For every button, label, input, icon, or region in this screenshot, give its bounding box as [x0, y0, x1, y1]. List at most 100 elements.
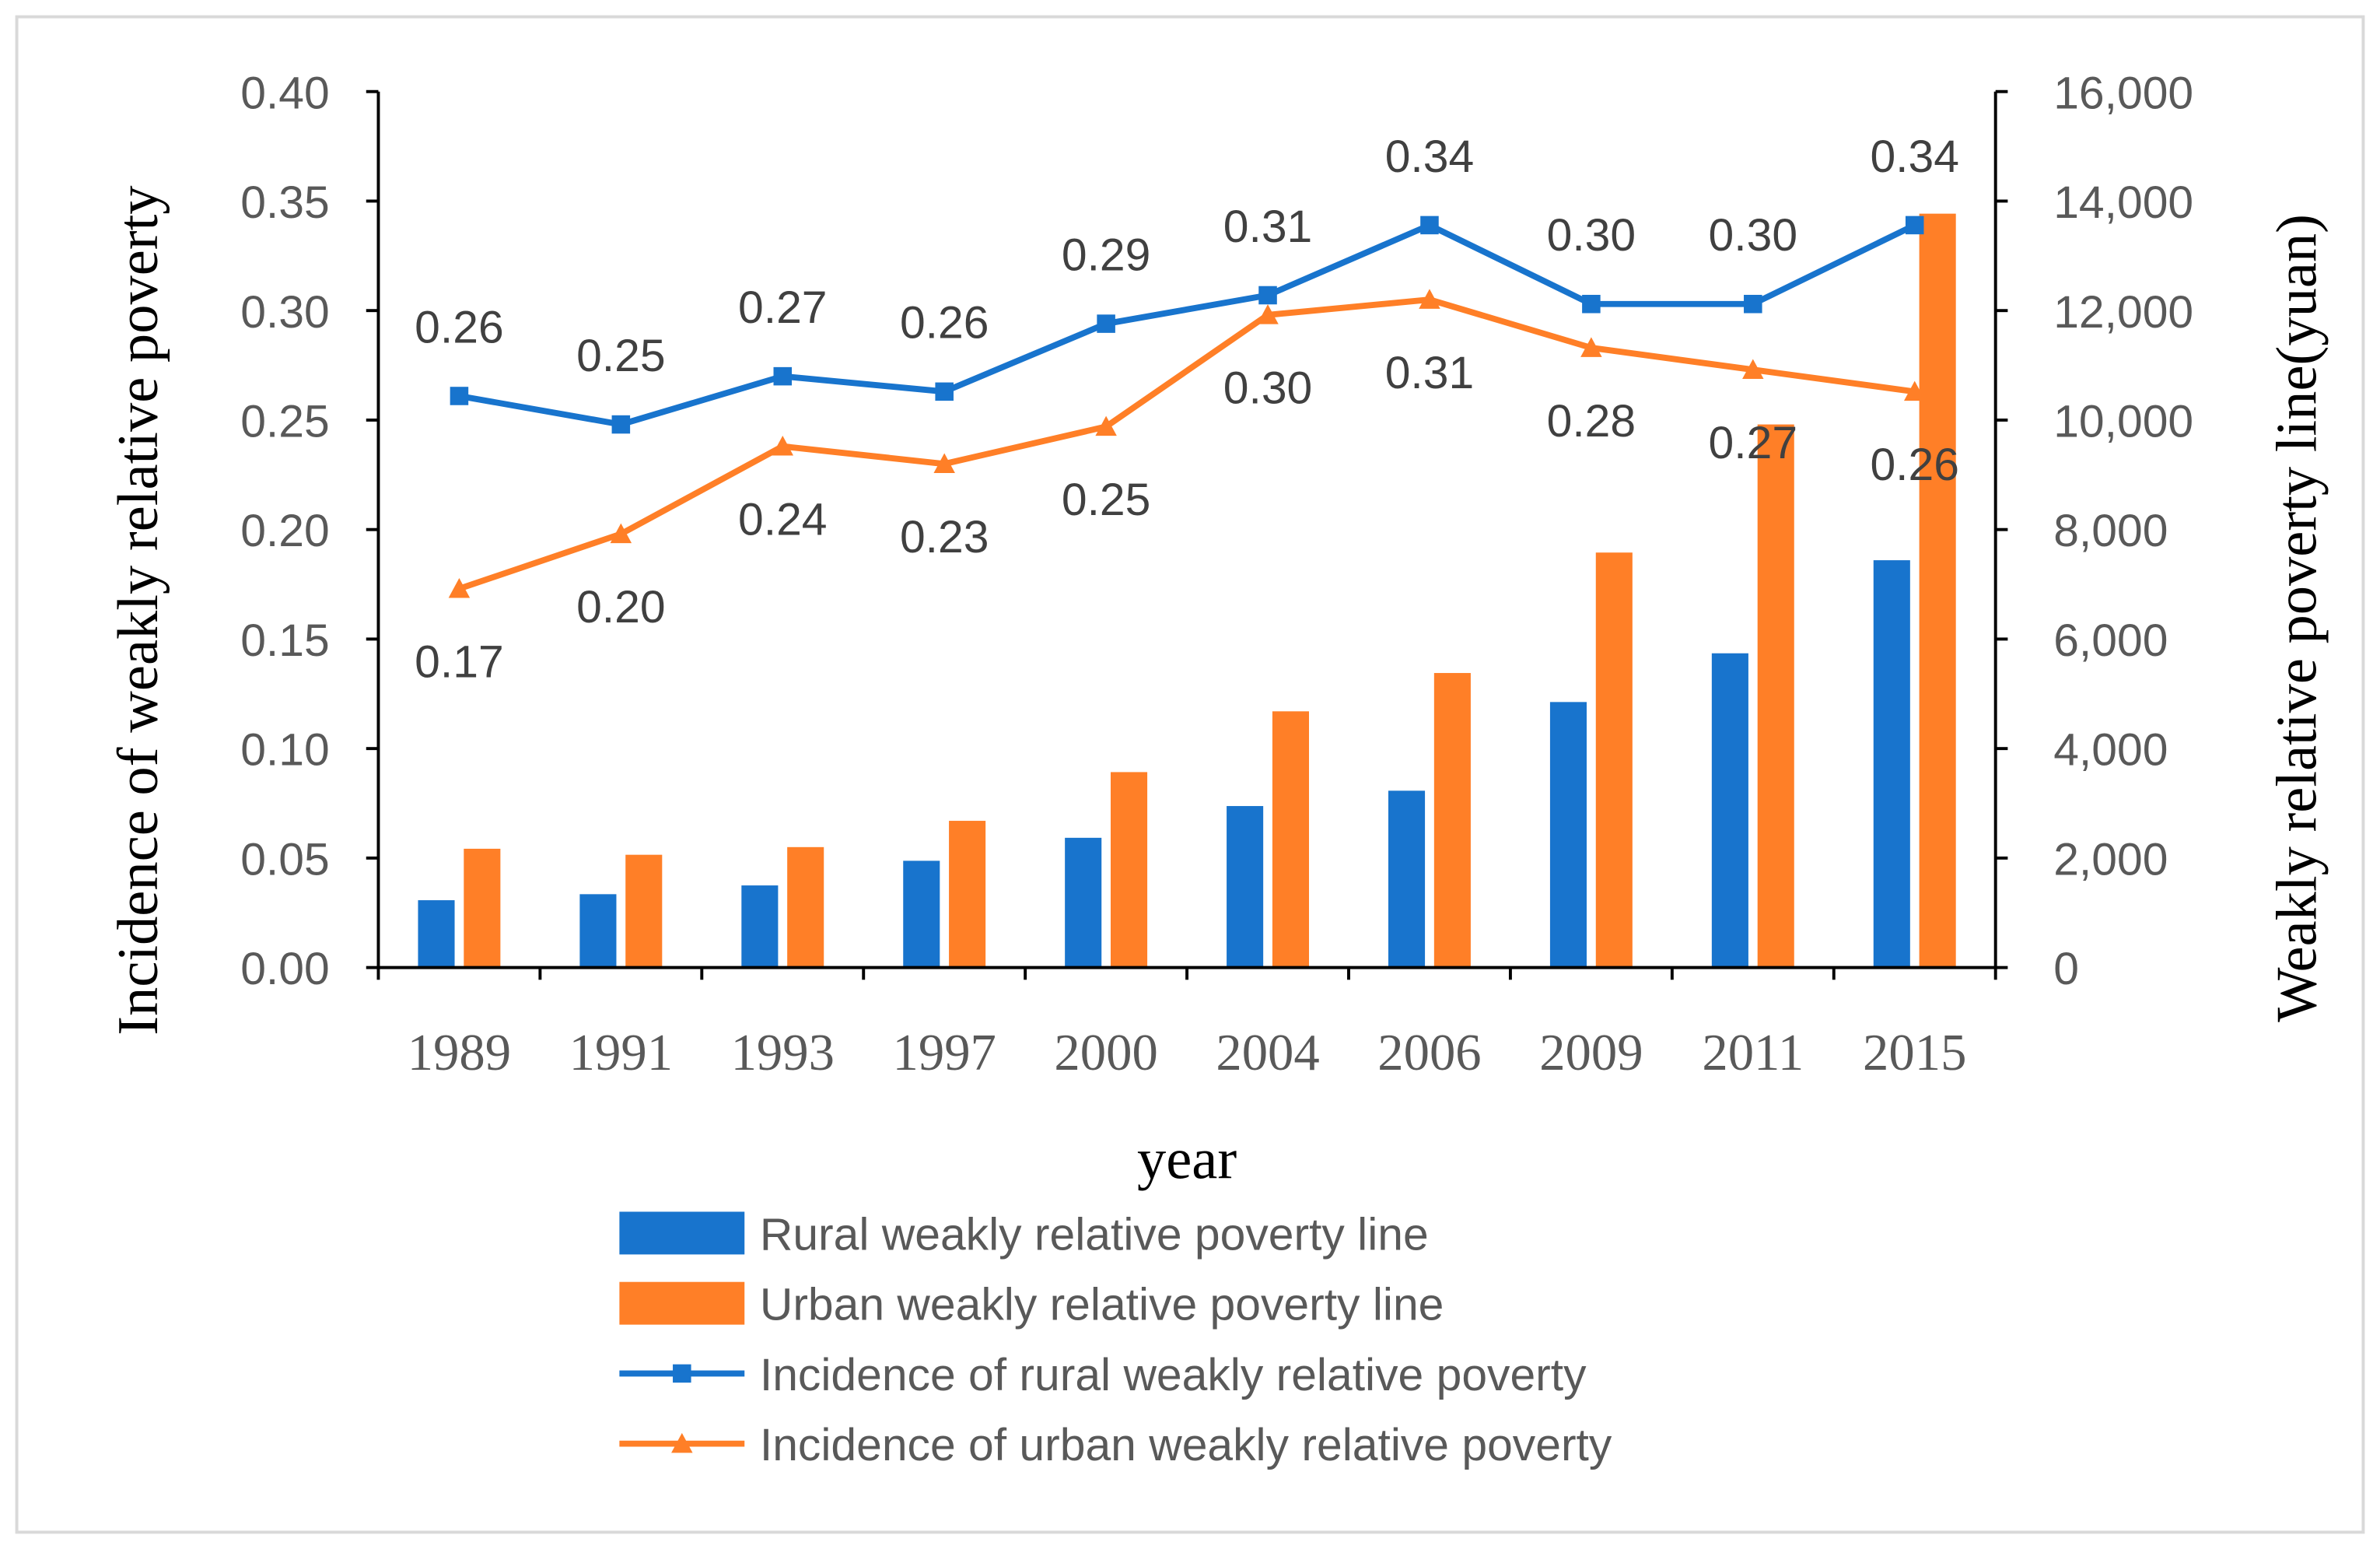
legend-swatch-bar	[619, 1211, 745, 1255]
legend-label: Incidence of urban weakly relative pover…	[760, 1420, 1612, 1470]
urban-incidence-point	[933, 453, 955, 473]
rural-bar	[1388, 790, 1426, 968]
left-tick-label: 0.15	[240, 615, 330, 666]
right-tick-label: 14,000	[2053, 177, 2193, 228]
right-tick-label: 0	[2053, 944, 2079, 994]
rural-data-label: 0.29	[1062, 230, 1151, 280]
rural-incidence-point	[773, 366, 793, 386]
urban-incidence-point	[1904, 380, 1926, 401]
rural-incidence-point	[1258, 286, 1277, 305]
urban-bar	[1919, 213, 1956, 968]
urban-data-label: 0.23	[900, 512, 989, 562]
rural-data-label: 0.30	[1547, 210, 1636, 261]
x-tick-label: 2009	[1539, 1025, 1643, 1081]
rural-bar	[579, 894, 617, 968]
urban-data-label: 0.27	[1709, 418, 1798, 468]
urban-bar	[1111, 772, 1148, 968]
rural-data-label: 0.26	[900, 298, 989, 349]
left-tick-label: 0.10	[240, 725, 330, 776]
urban-bar	[1595, 552, 1633, 968]
legend: Rural weakly relative poverty line Urban …	[619, 1210, 1612, 1470]
urban-data-label: 0.28	[1547, 396, 1636, 447]
rural-bar	[741, 885, 779, 968]
chart-border	[15, 15, 2365, 1534]
rural-incidence-point	[1744, 294, 1762, 314]
rural-bar	[418, 900, 455, 968]
legend-label: Incidence of rural weakly relative pover…	[760, 1350, 1587, 1400]
urban-data-label: 0.31	[1385, 348, 1475, 398]
left-axis-title: Incidence of weakly relative poverty	[107, 185, 170, 1035]
x-tick-label: 2015	[1863, 1025, 1966, 1081]
right-tick-label: 6,000	[2053, 615, 2168, 666]
rural-data-label: 0.34	[1385, 131, 1475, 182]
rural-data-label: 0.26	[415, 302, 504, 352]
right-tick-label: 8,000	[2053, 506, 2168, 556]
x-tick-label: 2004	[1216, 1025, 1319, 1081]
x-tick-label: 2000	[1054, 1025, 1157, 1081]
rural-data-label: 0.31	[1223, 202, 1313, 252]
left-tick-label: 0.35	[240, 177, 330, 228]
left-tick-label: 0.25	[240, 397, 330, 447]
legend-triangle-marker	[671, 1432, 693, 1453]
urban-bar	[1272, 711, 1309, 968]
rural-bar	[1549, 702, 1587, 968]
urban-incidence-point	[1580, 337, 1602, 357]
rural-incidence-point	[1905, 216, 1924, 235]
x-tick-label: 2006	[1377, 1025, 1481, 1081]
urban-incidence-point	[448, 577, 471, 598]
rural-incidence-point	[1097, 314, 1115, 333]
left-tick-label: 0.05	[240, 834, 330, 885]
rural-data-label: 0.25	[576, 331, 666, 381]
rural-bar	[1873, 560, 1910, 968]
rural-bar	[903, 860, 940, 968]
rural-incidence-line	[458, 222, 1916, 428]
urban-data-label: 0.26	[1870, 440, 1959, 490]
right-axis-title: Weakly relative poverty line(yuan)	[2266, 214, 2329, 1022]
urban-data-label: 0.17	[415, 636, 504, 687]
rural-incidence-point	[1582, 294, 1601, 314]
right-tick-label: 16,000	[2053, 68, 2193, 118]
urban-bar	[787, 846, 824, 968]
urban-incidence-point	[1257, 304, 1279, 324]
left-tick-label: 0.20	[240, 506, 330, 556]
urban-data-label: 0.25	[1062, 475, 1151, 525]
rural-incidence-point	[1420, 216, 1439, 235]
right-tick-label: 12,000	[2053, 287, 2193, 338]
rural-incidence-point	[611, 415, 631, 434]
urban-data-label: 0.30	[1223, 363, 1313, 414]
right-tick-label: 2,000	[2053, 834, 2168, 885]
legend-square-marker	[673, 1364, 691, 1383]
x-tick-label: 1997	[893, 1025, 996, 1081]
urban-bar	[949, 821, 986, 968]
urban-bar	[1757, 424, 1794, 968]
x-axis-title: year	[1137, 1127, 1237, 1191]
left-tick-label: 0.00	[240, 944, 330, 994]
x-tick-label: 1991	[569, 1025, 673, 1081]
legend-label: Urban weakly relative poverty line	[760, 1280, 1444, 1330]
left-tick-label: 0.30	[240, 287, 330, 338]
right-tick-label: 4,000	[2053, 725, 2168, 776]
urban-bar	[625, 854, 663, 968]
rural-data-label: 0.27	[738, 282, 828, 333]
urban-incidence-point	[1742, 359, 1764, 379]
legend-swatch-bar	[619, 1281, 745, 1325]
urban-incidence-point	[610, 523, 632, 544]
urban-bar	[1433, 673, 1471, 968]
x-tick-label: 2011	[1702, 1025, 1804, 1081]
x-tick-label: 1989	[408, 1025, 511, 1081]
urban-incidence-point	[1095, 415, 1117, 436]
urban-bar	[464, 848, 501, 968]
urban-data-label: 0.24	[738, 494, 828, 545]
rural-incidence-point	[450, 387, 469, 405]
legend-label: Rural weakly relative poverty line	[760, 1210, 1429, 1260]
rural-incidence-point	[935, 382, 954, 401]
urban-incidence-point	[1419, 289, 1440, 309]
urban-incidence-line	[458, 296, 1916, 592]
urban-incidence-point	[772, 435, 793, 456]
left-tick-label: 0.40	[240, 68, 330, 118]
rural-data-label: 0.30	[1709, 210, 1798, 261]
rural-data-label: 0.34	[1870, 131, 1959, 182]
x-tick-label: 1993	[731, 1025, 835, 1081]
urban-data-label: 0.20	[576, 582, 666, 633]
